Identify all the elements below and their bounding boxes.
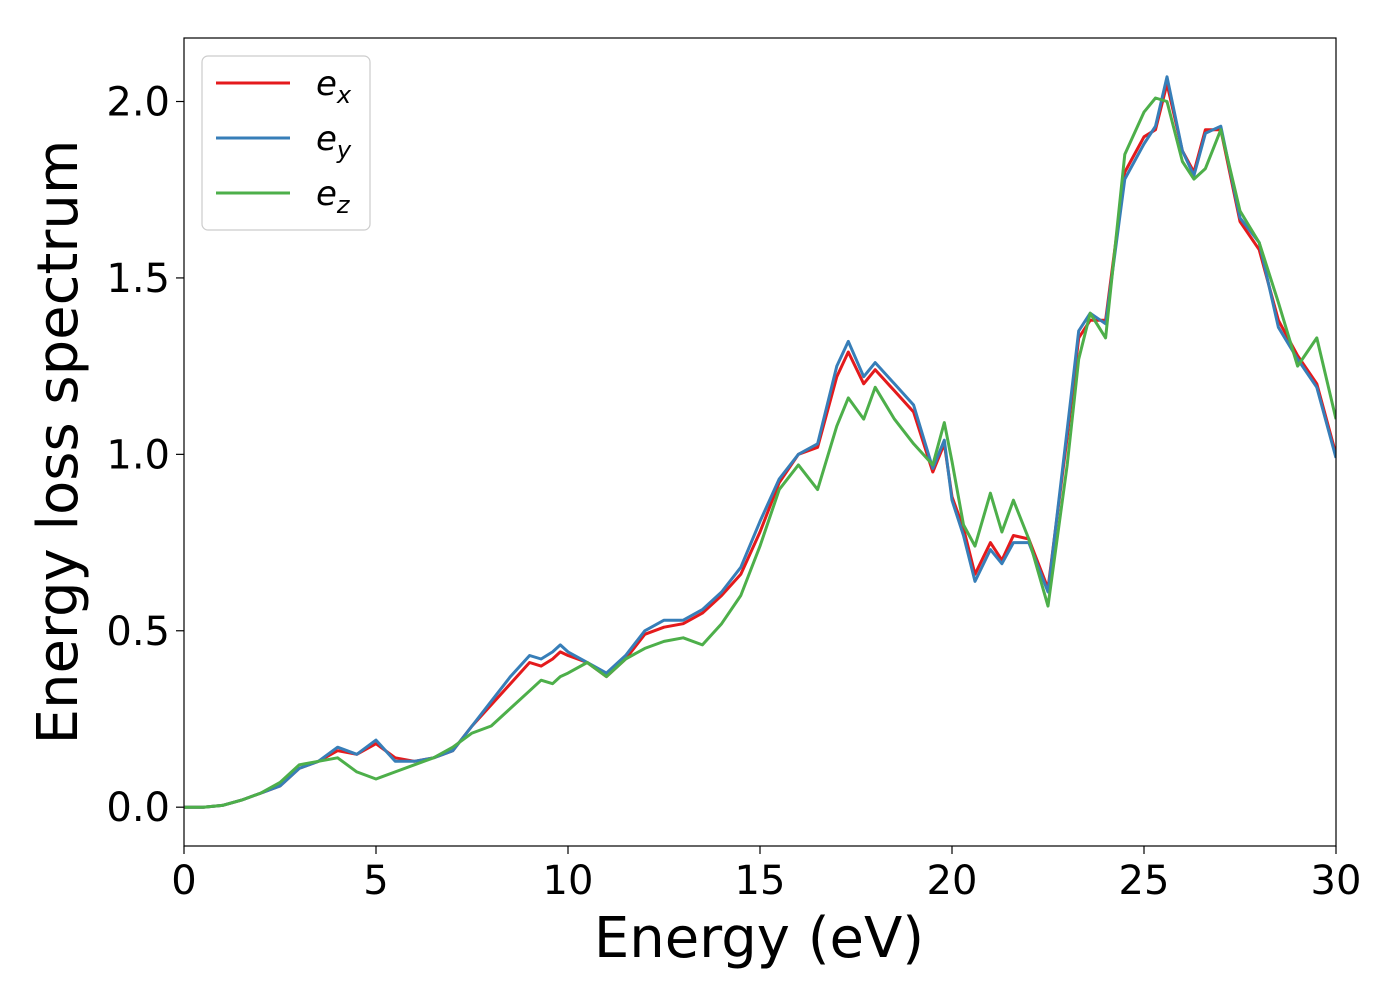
y-tick-label-0.5: 0.5 — [106, 609, 170, 655]
legend-label-x: ex — [316, 64, 352, 109]
x-tick-label-20: 20 — [927, 858, 978, 904]
series-line-z — [184, 96, 1336, 809]
legend-label-y: ey — [316, 119, 352, 164]
y-tick-label-1.5: 1.5 — [106, 256, 170, 302]
y-axis-label: Energy loss spectrum — [26, 140, 91, 745]
series-line-y — [184, 75, 1336, 809]
x-tick-label-5: 5 — [363, 858, 388, 904]
y-tick-label-0.0: 0.0 — [106, 785, 170, 831]
x-tick-label-15: 15 — [735, 858, 786, 904]
legend-label-z: ez — [316, 174, 351, 219]
x-tick-label-25: 25 — [1119, 858, 1170, 904]
x-axis-label: Energy (eV) — [594, 906, 924, 971]
x-axis: 0 5 10 15 20 25 30 — [171, 846, 1361, 904]
legend-box — [201, 55, 371, 231]
legend: ex ey ez — [201, 55, 371, 231]
x-tick-label-0: 0 — [171, 858, 196, 904]
x-tick-label-30: 30 — [1311, 858, 1362, 904]
y-tick-label-2.0: 2.0 — [106, 80, 170, 126]
x-tick-label-10: 10 — [543, 858, 594, 904]
y-tick-label-1.0: 1.0 — [106, 432, 170, 478]
y-axis: 0.0 0.5 1.0 1.5 2.0 — [106, 80, 184, 831]
